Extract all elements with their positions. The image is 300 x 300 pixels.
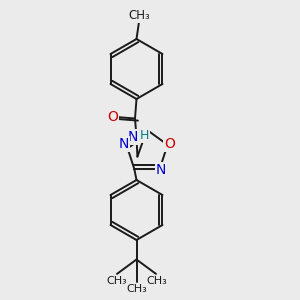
- Text: O: O: [107, 110, 118, 124]
- Text: CH₃: CH₃: [106, 275, 127, 286]
- Text: CH₃: CH₃: [128, 9, 150, 22]
- Text: CH₃: CH₃: [126, 284, 147, 294]
- Text: N: N: [156, 164, 166, 178]
- Text: O: O: [164, 137, 175, 151]
- Text: CH₃: CH₃: [146, 275, 167, 286]
- Text: H: H: [140, 129, 149, 142]
- Text: N: N: [128, 130, 138, 144]
- Text: N: N: [119, 137, 129, 151]
